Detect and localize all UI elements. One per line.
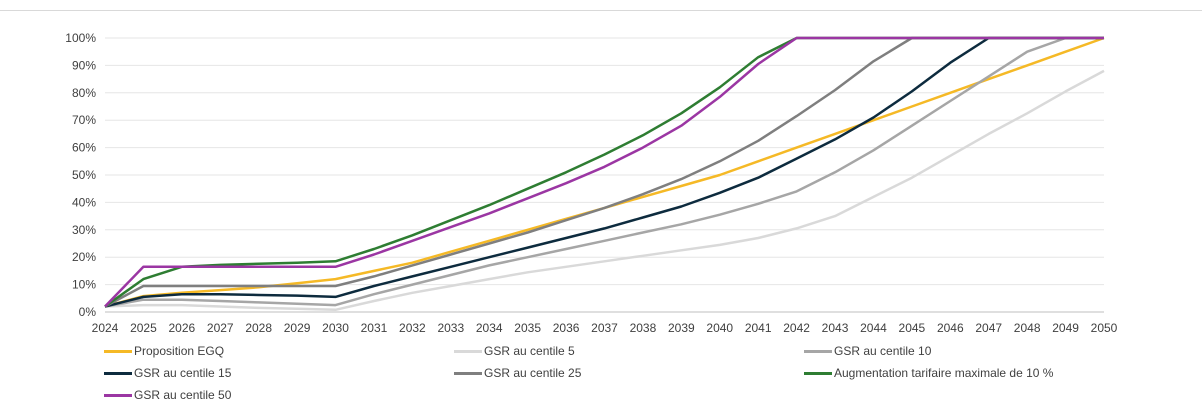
x-tick-label: 2042 [783,321,810,335]
x-tick-label: 2039 [668,321,695,335]
legend-item: Augmentation tarifaire maximale de 10 % [804,363,1053,383]
x-tick-label: 2049 [1052,321,1079,335]
y-tick-label: 10% [72,278,96,292]
legend-item: GSR au centile 50 [104,385,231,405]
series-lines [104,36,1105,312]
y-tick-label: 20% [72,250,96,264]
x-tick-label: 2025 [130,321,157,335]
legend-swatch [104,371,132,375]
x-tick-label: 2033 [437,321,464,335]
y-axis-ticks: 0% 10% 20% 30% 40% 50% 60% 70% 80% 90% 100% [65,31,96,319]
x-tick-label: 2026 [168,321,195,335]
top-divider [0,10,1202,11]
legend-label: GSR au centile 5 [484,344,575,358]
legend-item: GSR au centile 10 [804,341,931,361]
legend-swatch [454,349,482,353]
y-tick-label: 90% [72,58,96,72]
x-tick-label: 2034 [476,321,503,335]
x-tick-label: 2048 [1014,321,1041,335]
y-tick-label: 0% [79,305,97,319]
legend-item: GSR au centile 15 [104,363,231,383]
y-tick-label: 100% [65,31,96,45]
legend-label: Augmentation tarifaire maximale de 10 % [834,366,1054,380]
series-line [104,69,1105,312]
legend-swatch [104,349,132,353]
legend-label: Proposition EGQ [134,344,225,358]
series-line [104,36,1104,308]
x-axis-ticks: 2024 2025 2026 2027 2028 2029 2030 2031 2032 2033… [92,321,1118,335]
legend-swatch [804,371,832,375]
x-tick-label: 2029 [284,321,311,335]
y-tick-label: 30% [72,223,96,237]
y-tick-label: 50% [72,168,96,182]
x-tick-label: 2024 [92,321,119,335]
x-tick-label: 2035 [514,321,541,335]
x-tick-label: 2028 [245,321,272,335]
series-line [104,36,1104,308]
legend-label: GSR au centile 15 [134,366,232,380]
legend-swatch [804,349,832,353]
y-tick-label: 60% [72,141,96,155]
x-tick-label: 2038 [630,321,657,335]
x-tick-label: 2030 [322,321,349,335]
legend-label: GSR au centile 10 [834,344,932,358]
series-line [104,36,1104,308]
x-tick-label: 2040 [706,321,733,335]
x-tick-label: 2037 [591,321,618,335]
x-tick-label: 2044 [860,321,887,335]
legend-swatch [454,371,482,375]
x-tick-label: 2043 [822,321,849,335]
legend-item: GSR au centile 25 [454,363,581,383]
y-tick-label: 40% [72,195,96,209]
legend-swatch [104,393,132,397]
x-tick-label: 2046 [937,321,964,335]
x-tick-label: 2027 [207,321,234,335]
legend-label: GSR au centile 25 [484,366,582,380]
x-tick-label: 2032 [399,321,426,335]
x-tick-label: 2047 [975,321,1002,335]
y-tick-label: 70% [72,113,96,127]
y-tick-label: 80% [72,86,96,100]
x-tick-label: 2050 [1091,321,1118,335]
x-tick-label: 2041 [745,321,772,335]
legend-item: Proposition EGQ [104,341,224,361]
x-tick-label: 2036 [553,321,580,335]
legend-item: GSR au centile 5 [454,341,575,361]
x-tick-label: 2045 [899,321,926,335]
legend-label: GSR au centile 50 [134,388,232,402]
gridlines [105,37,1104,313]
x-tick-label: 2031 [361,321,388,335]
